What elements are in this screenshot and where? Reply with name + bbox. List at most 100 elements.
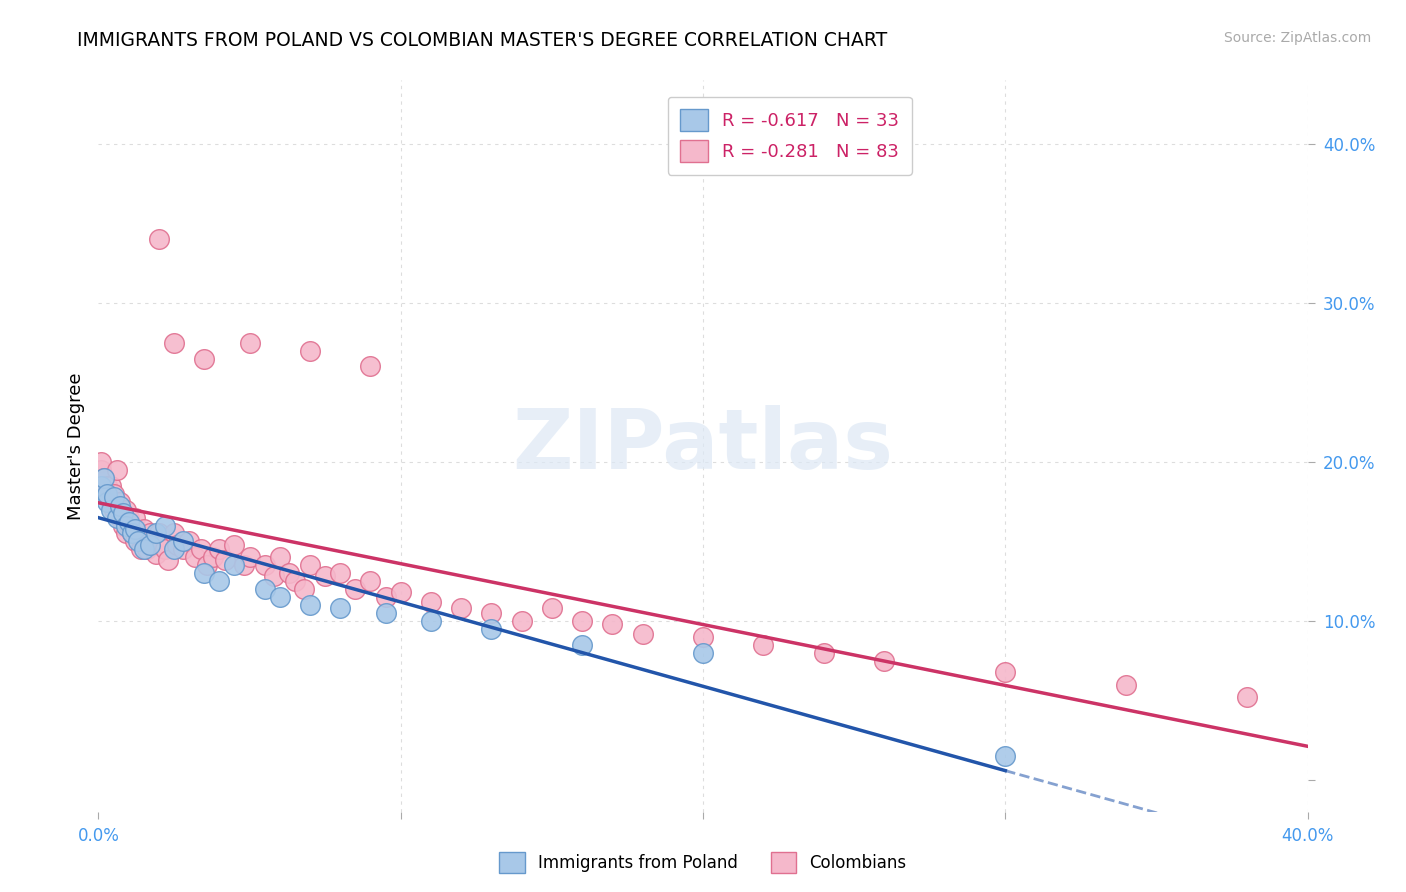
- Point: [105, 463, 128, 477]
- Point: [100, 502, 122, 516]
- Point: [299, 598, 322, 612]
- Point: [103, 486, 125, 500]
- Y-axis label: Master's Degree: Master's Degree: [66, 372, 84, 520]
- Point: [118, 516, 141, 530]
- Point: [93, 479, 115, 493]
- Point: [103, 502, 125, 516]
- Point: [184, 550, 207, 565]
- Point: [150, 538, 173, 552]
- Point: [111, 510, 134, 524]
- Point: [111, 506, 134, 520]
- Point: [166, 538, 188, 552]
- Point: [190, 542, 212, 557]
- Point: [631, 626, 654, 640]
- Point: [692, 630, 714, 644]
- Point: [752, 638, 775, 652]
- Point: [124, 534, 146, 549]
- Point: [195, 558, 218, 573]
- Point: [329, 601, 352, 615]
- Point: [108, 494, 131, 508]
- Point: [571, 614, 593, 628]
- Text: IMMIGRANTS FROM POLAND VS COLOMBIAN MASTER'S DEGREE CORRELATION CHART: IMMIGRANTS FROM POLAND VS COLOMBIAN MAST…: [77, 31, 887, 50]
- Point: [224, 558, 246, 573]
- Point: [127, 526, 149, 541]
- Point: [1236, 690, 1258, 705]
- Text: ZIPatlas: ZIPatlas: [513, 406, 893, 486]
- Point: [360, 574, 382, 589]
- Point: [692, 646, 714, 660]
- Point: [277, 566, 299, 581]
- Point: [121, 526, 143, 541]
- Point: [163, 542, 186, 557]
- Point: [994, 665, 1017, 679]
- Point: [232, 558, 254, 573]
- Point: [90, 479, 112, 493]
- Point: [96, 486, 118, 500]
- Point: [450, 601, 472, 615]
- Legend: R = -0.617   N = 33, R = -0.281   N = 83: R = -0.617 N = 33, R = -0.281 N = 83: [668, 96, 911, 175]
- Point: [114, 502, 136, 516]
- Point: [139, 526, 162, 541]
- Point: [118, 510, 141, 524]
- Point: [253, 558, 276, 573]
- Point: [93, 471, 115, 485]
- Point: [132, 534, 155, 549]
- Point: [214, 553, 236, 567]
- Point: [96, 486, 118, 500]
- Point: [481, 622, 503, 636]
- Point: [103, 490, 125, 504]
- Point: [510, 614, 533, 628]
- Point: [163, 335, 186, 350]
- Point: [540, 601, 562, 615]
- Point: [420, 614, 443, 628]
- Point: [269, 550, 291, 565]
- Point: [263, 569, 285, 583]
- Point: [127, 534, 149, 549]
- Point: [299, 343, 322, 358]
- Point: [142, 538, 165, 552]
- Point: [114, 518, 136, 533]
- Point: [314, 569, 336, 583]
- Point: [114, 526, 136, 541]
- Point: [124, 522, 146, 536]
- Point: [135, 542, 157, 557]
- Point: [105, 494, 128, 508]
- Point: [96, 479, 118, 493]
- Point: [90, 455, 112, 469]
- Point: [148, 232, 170, 246]
- Point: [1115, 677, 1137, 691]
- Point: [172, 542, 194, 557]
- Point: [124, 510, 146, 524]
- Point: [239, 550, 262, 565]
- Point: [374, 606, 396, 620]
- Point: [292, 582, 315, 596]
- Point: [139, 538, 162, 552]
- Point: [994, 749, 1017, 764]
- Point: [156, 553, 179, 567]
- Point: [344, 582, 367, 596]
- Point: [108, 510, 131, 524]
- Point: [172, 534, 194, 549]
- Point: [132, 542, 155, 557]
- Point: [299, 558, 322, 573]
- Point: [239, 335, 262, 350]
- Point: [420, 595, 443, 609]
- Point: [118, 518, 141, 533]
- Point: [100, 494, 122, 508]
- Point: [602, 617, 624, 632]
- Point: [208, 574, 231, 589]
- Point: [481, 606, 503, 620]
- Point: [193, 566, 215, 581]
- Point: [329, 566, 352, 581]
- Point: [100, 479, 122, 493]
- Point: [145, 526, 167, 541]
- Point: [163, 526, 186, 541]
- Point: [108, 500, 131, 514]
- Text: Source: ZipAtlas.com: Source: ZipAtlas.com: [1223, 31, 1371, 45]
- Point: [202, 550, 225, 565]
- Point: [193, 351, 215, 366]
- Point: [284, 574, 307, 589]
- Point: [179, 534, 201, 549]
- Point: [129, 542, 152, 557]
- Point: [121, 526, 143, 541]
